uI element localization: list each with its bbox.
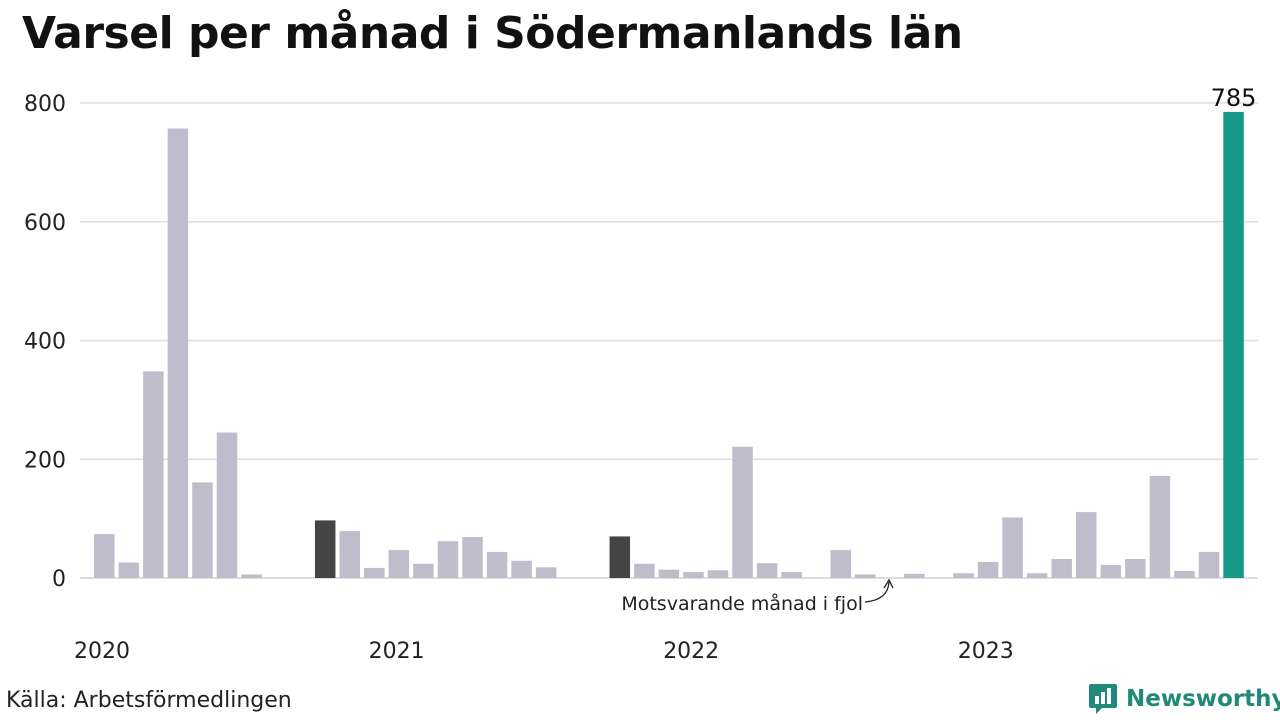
chart-title: Varsel per månad i Södermanlands län bbox=[22, 8, 963, 59]
bar bbox=[511, 560, 532, 578]
bar bbox=[781, 572, 802, 578]
bar bbox=[1051, 559, 1072, 578]
bar bbox=[1174, 570, 1195, 578]
annotation-arrow bbox=[864, 581, 890, 603]
bar bbox=[339, 531, 360, 578]
bar bbox=[658, 569, 680, 578]
x-year-label: 2023 bbox=[958, 639, 1014, 664]
bar bbox=[462, 537, 483, 578]
bar bbox=[364, 567, 385, 578]
bar bbox=[1198, 551, 1220, 578]
newsworthy-logo-icon bbox=[1089, 684, 1117, 714]
y-tick-label: 0 bbox=[52, 567, 66, 592]
bar bbox=[216, 432, 238, 578]
newsworthy-logo[interactable]: Newsworthy bbox=[1088, 682, 1280, 716]
x-year-label: 2022 bbox=[663, 639, 719, 664]
annotation-arrowhead bbox=[883, 578, 894, 589]
bar bbox=[830, 550, 851, 578]
bar bbox=[94, 534, 115, 578]
y-tick-label: 600 bbox=[24, 211, 66, 236]
bar bbox=[1125, 559, 1146, 578]
value-label: 785 bbox=[1211, 84, 1257, 112]
bar bbox=[634, 563, 655, 578]
bar bbox=[977, 561, 999, 578]
bar bbox=[1100, 564, 1122, 578]
bar bbox=[732, 446, 753, 578]
bar-chart: 0 200 400 600 800 785 2020 2021 2022 2023 Motsvara… bbox=[24, 84, 1258, 664]
bar bbox=[756, 563, 778, 578]
bar bbox=[241, 574, 262, 578]
x-year-label: 2020 bbox=[74, 639, 130, 664]
bar bbox=[388, 550, 410, 578]
bar bbox=[1002, 517, 1023, 578]
bar bbox=[683, 572, 704, 578]
bar bbox=[855, 574, 876, 578]
x-year-label: 2021 bbox=[369, 639, 425, 664]
bar bbox=[904, 573, 925, 578]
y-tick-label: 200 bbox=[24, 448, 66, 473]
bar bbox=[192, 482, 213, 578]
annotation-label: Motsvarande månad i fjol bbox=[621, 592, 863, 615]
bar bbox=[535, 567, 557, 578]
bar bbox=[953, 573, 974, 578]
bar bbox=[167, 128, 189, 578]
bar bbox=[1149, 475, 1171, 578]
bar bbox=[609, 536, 631, 578]
bar bbox=[1026, 573, 1048, 578]
bar bbox=[118, 562, 140, 578]
bar bbox=[314, 520, 336, 578]
bar bbox=[1223, 111, 1244, 578]
bar bbox=[437, 541, 459, 578]
bar bbox=[1076, 512, 1097, 578]
bar bbox=[413, 563, 434, 578]
y-tick-label: 400 bbox=[24, 330, 66, 355]
y-tick-label: 800 bbox=[24, 92, 66, 117]
bar bbox=[707, 570, 729, 578]
bar bbox=[143, 371, 164, 578]
brand-name: Newsworthy bbox=[1126, 686, 1280, 712]
source-note: Källa: Arbetsförmedlingen bbox=[6, 688, 292, 713]
bar bbox=[486, 551, 508, 578]
